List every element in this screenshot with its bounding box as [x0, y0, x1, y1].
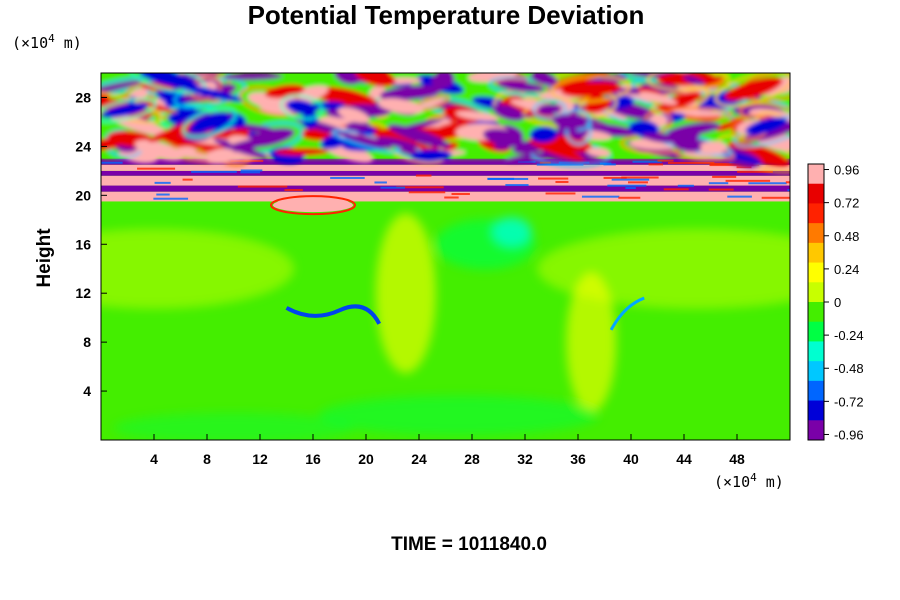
x-tick-label: 44: [676, 451, 692, 467]
colorbar-swatch: [808, 282, 824, 303]
cold-streak-right: [609, 296, 645, 331]
layered-band: [101, 158, 790, 202]
colorbar-swatch: [808, 223, 824, 244]
x-tick-label: 24: [411, 451, 427, 467]
y-axis: 4 8 12 16 20 24 28: [75, 89, 107, 399]
colorbar-tick-label: 0.48: [834, 229, 859, 244]
upper-waves: [101, 73, 790, 173]
colorbar-swatch: [808, 341, 824, 362]
x-tick-label: 20: [358, 451, 374, 467]
warm-bulge: [273, 198, 353, 213]
colorbar-tick-label: 0.24: [834, 262, 859, 277]
colorbar-swatch: [808, 361, 824, 382]
colorbar-swatch: [808, 242, 824, 264]
x-tick-label: 28: [464, 451, 480, 467]
y-tick-label: 28: [75, 89, 91, 105]
y-tick-label: 8: [83, 334, 91, 350]
plot-frame: [100, 72, 791, 441]
colorbar: 0.96 0.72 0.48 0.24 0 -0.24 -0.48 -0.72 -0.96: [807, 163, 864, 442]
colorbar-swatch: [808, 321, 824, 342]
colorbar-swatch: [808, 400, 824, 421]
x-tick-label: 40: [623, 451, 639, 467]
heatmap-field: [101, 73, 790, 440]
x-axis: 4 8 12 16 20 24 28 32 36 40 44 48: [150, 434, 745, 467]
x-tick-label: 48: [729, 451, 745, 467]
x-tick-label: 8: [203, 451, 211, 467]
y-tick-label: 12: [75, 285, 91, 301]
colorbar-swatch: [808, 262, 824, 283]
colorbar-swatch: [808, 164, 824, 185]
chart-title: Potential Temperature Deviation: [248, 0, 645, 30]
x-tick-label: 16: [305, 451, 321, 467]
y-tick-label: 16: [75, 236, 91, 252]
colorbar-tick-label: -0.96: [834, 427, 864, 442]
colorbar-tick-label: 0.96: [834, 163, 859, 178]
cold-streak-left: [285, 304, 382, 325]
colorbar-tick-label: -0.48: [834, 361, 864, 376]
y-axis-label: Height: [34, 228, 55, 288]
colorbar-swatch: [808, 420, 824, 441]
colorbar-swatch: [808, 380, 824, 402]
colorbar-swatch: [808, 203, 824, 224]
colorbar-swatch: [808, 183, 824, 204]
colorbar-tick-label: -0.72: [834, 394, 864, 409]
lower-structure: [101, 213, 790, 440]
x-tick-label: 32: [517, 451, 533, 467]
x-tick-label: 12: [252, 451, 268, 467]
y-tick-label: 20: [75, 187, 91, 203]
x-tick-label: 4: [150, 451, 158, 467]
y-tick-label: 4: [83, 383, 91, 399]
x-unit-label: (×104 m): [714, 471, 784, 491]
colorbar-swatch: [808, 302, 824, 323]
time-annotation: TIME = 1011840.0: [391, 534, 547, 555]
colorbar-tick-label: 0: [834, 295, 841, 310]
colorbar-tick-label: 0.72: [834, 196, 859, 211]
y-tick-label: 24: [75, 138, 91, 154]
x-tick-label: 36: [570, 451, 586, 467]
colorbar-tick-label: -0.24: [834, 328, 864, 343]
y-unit-label: (×104 m): [12, 32, 82, 52]
